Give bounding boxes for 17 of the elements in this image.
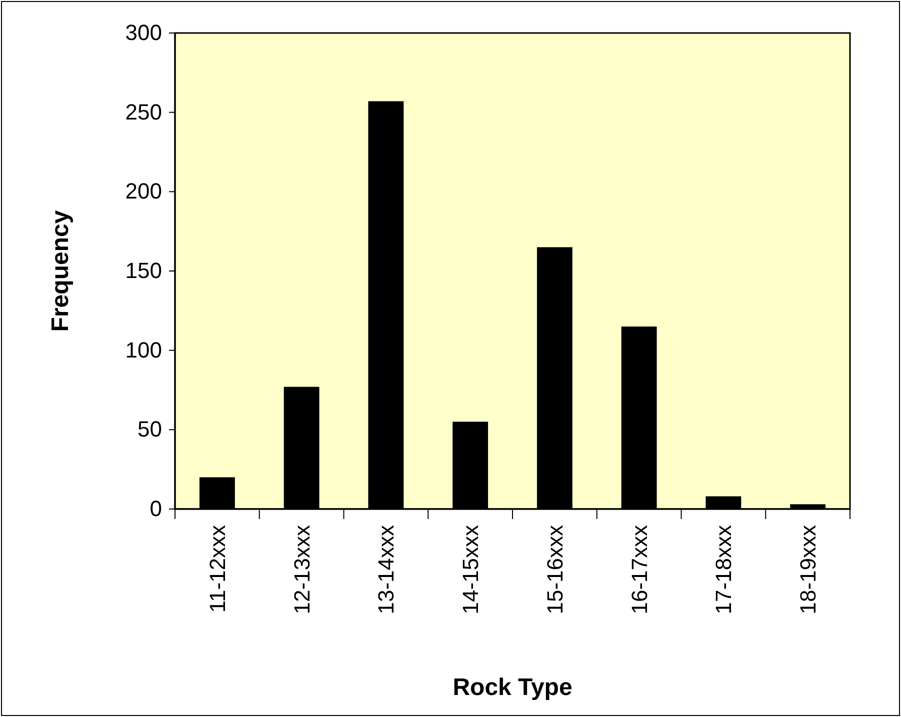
y-tick-label: 0 bbox=[150, 496, 162, 522]
x-tick-label: 15-16xxx bbox=[542, 525, 568, 614]
x-tick-label: 18-19xxx bbox=[796, 525, 821, 614]
x-tick-label: 13-14xxx bbox=[374, 525, 399, 614]
x-tick-label: 16-17xxx bbox=[626, 525, 652, 614]
x-tick-label: 12-13xxx bbox=[289, 525, 314, 614]
y-tick-label: 150 bbox=[125, 258, 162, 284]
y-tick-label: 200 bbox=[125, 178, 162, 204]
x-axis-title: Rock Type bbox=[452, 674, 572, 701]
y-tick-label: 50 bbox=[138, 416, 162, 442]
y-tick-label: 250 bbox=[125, 99, 162, 124]
y-axis-title: Frequency bbox=[47, 210, 74, 332]
y-tick-label: 300 bbox=[125, 20, 162, 46]
y-tick-label: 100 bbox=[125, 337, 162, 362]
x-tick-label: 11-12xxx bbox=[204, 525, 230, 613]
x-tick-label: 17-18xxx bbox=[711, 525, 736, 614]
x-tick-label: 14-15xxx bbox=[458, 525, 484, 614]
